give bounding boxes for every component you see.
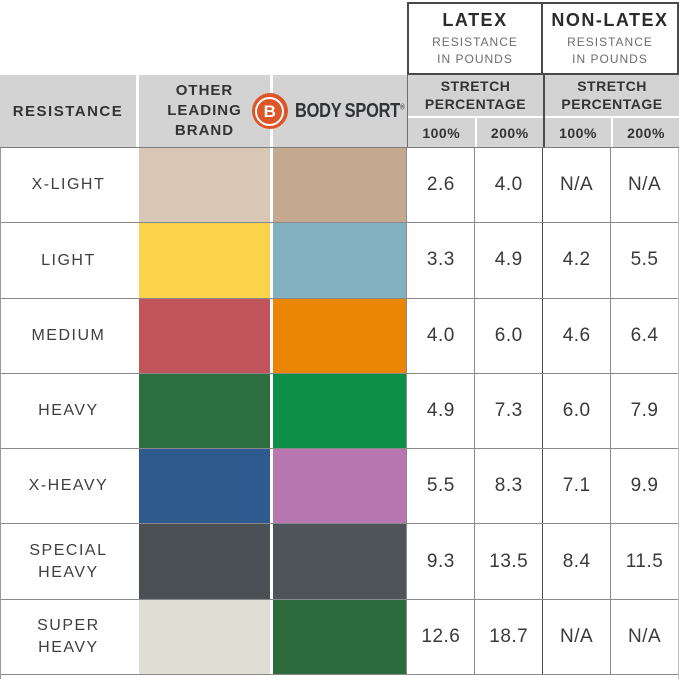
bodysport-logo-ring: B — [255, 96, 285, 126]
other-brand-color-swatch — [135, 373, 270, 449]
column-header-band: RESISTANCE OTHER LEADING BRAND B BODY SPO… — [0, 75, 679, 148]
latex-percentage-row: 100% 200% — [408, 116, 543, 147]
non-latex-100-value: N/A — [542, 599, 610, 674]
latex-stretch-header: STRETCH PERCENTAGE 100% 200% — [407, 75, 543, 147]
table-row: X-LIGHT 2.6 4.0 N/A N/A — [1, 148, 678, 224]
other-brand-color-swatch — [135, 148, 270, 223]
resistance-level-label: X-LIGHT — [31, 176, 106, 194]
non-latex-200-value: N/A — [610, 599, 678, 674]
latex-100-header: 100% — [422, 124, 461, 141]
latex-100-value: 4.0 — [406, 298, 474, 373]
stretch-line1: STRETCH — [577, 78, 647, 94]
other-brand-line3: BRAND — [174, 122, 235, 140]
latex-200-value: 7.3 — [474, 373, 542, 449]
top-spacer — [0, 0, 407, 75]
non-latex-100-value: 4.6 — [542, 298, 610, 373]
bodysport-color-swatch — [269, 524, 407, 599]
registered-trademark-mark: ® — [399, 101, 405, 111]
non-latex-200-header: 200% — [611, 118, 679, 147]
latex-100-value: 12.6 — [406, 599, 474, 674]
resistance-level-label: LIGHT — [41, 251, 96, 269]
other-brand-color-swatch — [135, 223, 270, 298]
other-brand-color-swatch — [135, 449, 270, 524]
wordmark-sport: SPORT — [344, 99, 400, 122]
resistance-column-header: RESISTANCE — [0, 75, 136, 147]
latex-200-value: 4.9 — [474, 223, 542, 298]
non-latex-200-value: 6.4 — [610, 298, 678, 373]
latex-200-value: 6.0 — [474, 298, 542, 373]
non-latex-100-value: 7.1 — [542, 449, 610, 524]
other-brand-column-header: OTHER LEADING BRAND — [136, 75, 270, 147]
latex-title: LATEX — [442, 9, 508, 30]
latex-100-value: 9.3 — [406, 524, 474, 599]
bodysport-logo-circle: B — [251, 93, 288, 129]
bodysport-wordmark: BODY SPORT® — [295, 100, 405, 123]
non-latex-percentage-row: 100% 200% — [545, 116, 679, 147]
wordmark-body: BODY — [294, 99, 342, 122]
bodysport-color-swatch — [269, 148, 407, 223]
other-brand-color-swatch — [135, 298, 270, 373]
latex-100-value: 5.5 — [406, 449, 474, 524]
resistance-level-label: X-HEAVY — [28, 477, 109, 495]
non-latex-100-value: 4.2 — [542, 223, 610, 298]
non-latex-200-value: 11.5 — [610, 524, 678, 599]
non-latex-subtitle-line2: IN POUNDS — [572, 51, 648, 66]
table-row: SUPER HEAVY 12.6 18.7 N/A N/A — [1, 599, 678, 675]
non-latex-100-value: 6.0 — [542, 373, 610, 449]
latex-header-box: LATEX RESISTANCE IN POUNDS — [407, 2, 543, 75]
stretch-line1: STRETCH — [440, 78, 511, 94]
non-latex-100-value: N/A — [542, 148, 610, 223]
bodysport-color-swatch — [269, 373, 407, 449]
non-latex-100-value: 8.4 — [542, 524, 610, 599]
latex-200-header: 200% — [474, 118, 544, 147]
stretch-line2: PERCENTAGE — [561, 95, 663, 112]
table-row: HEAVY 4.9 7.3 6.0 7.9 — [1, 373, 678, 450]
table-row: SPECIAL HEAVY 9.3 13.5 8.4 11.5 — [1, 524, 678, 600]
bodysport-logo-letter: B — [263, 101, 276, 121]
table-row: MEDIUM 4.0 6.0 4.6 6.4 — [1, 298, 678, 374]
latex-200-value: 8.3 — [474, 449, 542, 524]
non-latex-200-value: 9.9 — [610, 449, 678, 524]
other-brand-color-swatch — [135, 524, 270, 599]
non-latex-subtitle-line1: RESISTANCE — [567, 34, 653, 49]
latex-100-value: 3.3 — [406, 223, 474, 298]
latex-subtitle-line2: IN POUNDS — [437, 51, 513, 66]
non-latex-title: NON-LATEX — [551, 9, 669, 30]
resistance-level-label: SUPER HEAVY — [37, 617, 100, 656]
resistance-level-label: HEAVY — [38, 402, 99, 420]
table-row: X-HEAVY 5.5 8.3 7.1 9.9 — [1, 449, 678, 525]
non-latex-stretch-title: STRETCH PERCENTAGE — [545, 75, 679, 116]
latex-100-value: 4.9 — [406, 373, 474, 449]
non-latex-200-value: 5.5 — [610, 223, 678, 298]
bodysport-column-header: B BODY SPORT® — [251, 75, 407, 147]
bodysport-color-swatch — [269, 449, 407, 524]
bodysport-color-swatch — [269, 599, 407, 674]
table-row: LIGHT 3.3 4.9 4.2 5.5 — [1, 223, 678, 299]
non-latex-200-value: N/A — [610, 148, 678, 223]
bodysport-color-swatch — [269, 223, 407, 298]
non-latex-200-value: 7.9 — [610, 373, 678, 449]
other-brand-line1: OTHER — [175, 81, 234, 99]
resistance-level-label: MEDIUM — [31, 326, 106, 344]
bodysport-color-swatch — [269, 298, 407, 373]
non-latex-100-header: 100% — [559, 124, 597, 141]
material-header-row: LATEX RESISTANCE IN POUNDS NON-LATEX RES… — [0, 0, 679, 75]
resistance-level-label: SPECIAL HEAVY — [29, 541, 108, 581]
latex-200-value: 13.5 — [474, 524, 542, 599]
latex-200-value: 18.7 — [474, 599, 542, 674]
non-latex-stretch-header: STRETCH PERCENTAGE 100% 200% — [543, 75, 679, 147]
latex-200-value: 4.0 — [474, 148, 542, 223]
latex-stretch-title: STRETCH PERCENTAGE — [408, 75, 543, 116]
other-brand-line2: LEADING — [167, 101, 242, 119]
latex-subtitle-line1: RESISTANCE — [432, 34, 518, 49]
latex-100-value: 2.6 — [406, 148, 474, 223]
stretch-line2: PERCENTAGE — [424, 95, 527, 112]
table-body: X-LIGHT 2.6 4.0 N/A N/A LIGHT 3.3 4.9 4.… — [0, 148, 679, 679]
non-latex-header-box: NON-LATEX RESISTANCE IN POUNDS — [543, 2, 679, 75]
other-brand-color-swatch — [135, 599, 270, 674]
